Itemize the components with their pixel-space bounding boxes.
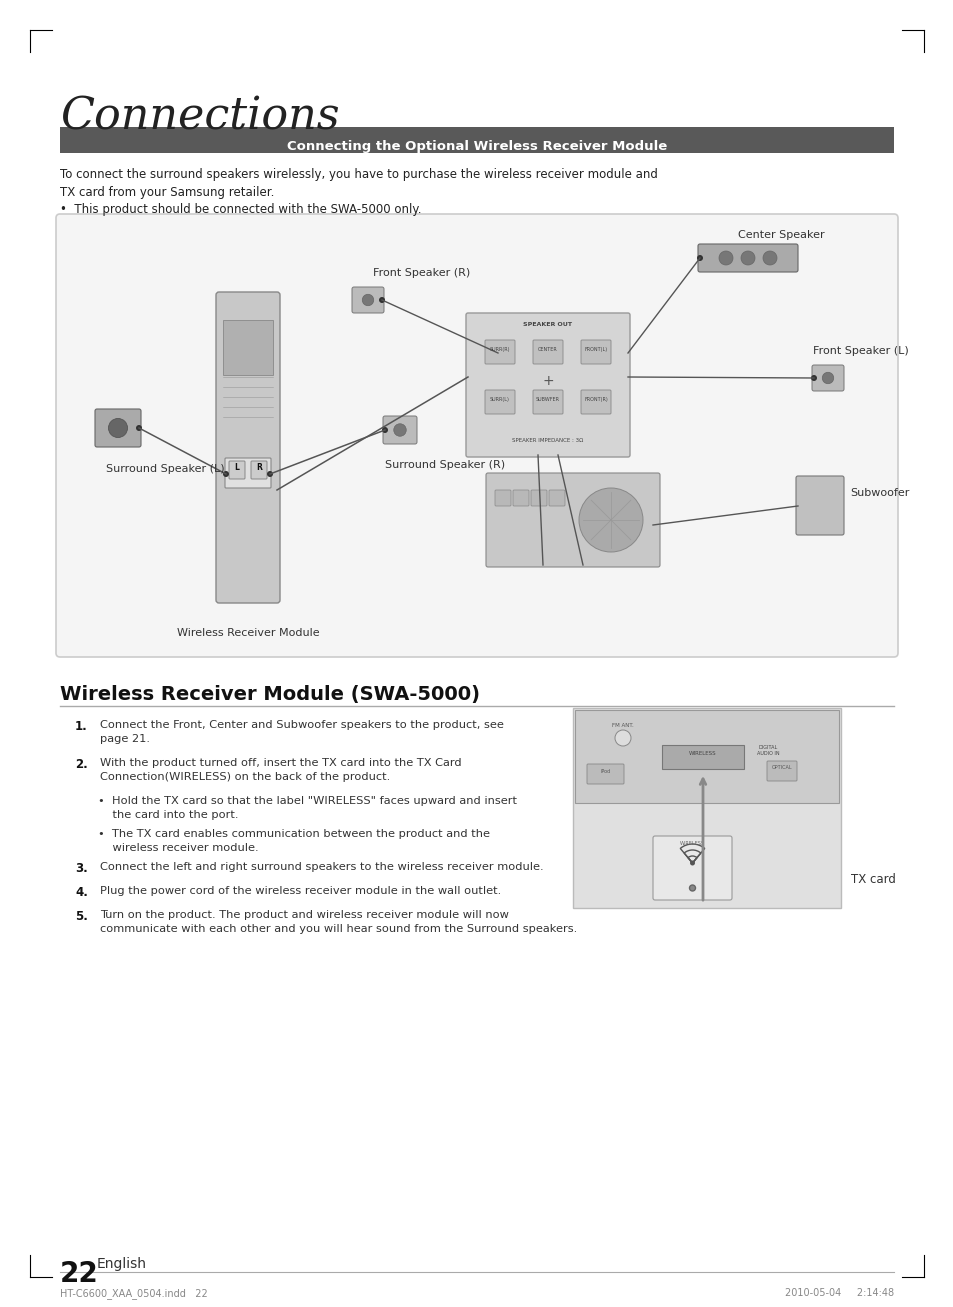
FancyBboxPatch shape <box>698 244 797 272</box>
Text: 2.: 2. <box>75 758 88 771</box>
FancyBboxPatch shape <box>225 457 271 488</box>
Circle shape <box>109 418 128 438</box>
Circle shape <box>362 294 374 306</box>
FancyBboxPatch shape <box>495 490 511 506</box>
Circle shape <box>762 251 776 265</box>
FancyBboxPatch shape <box>513 490 529 506</box>
Circle shape <box>578 488 642 552</box>
Text: DIGITAL
AUDIO IN: DIGITAL AUDIO IN <box>756 745 779 755</box>
Text: +: + <box>541 374 554 388</box>
Text: SPEAKER IMPEDANCE : 3Ω: SPEAKER IMPEDANCE : 3Ω <box>512 438 583 443</box>
Text: •  Hold the TX card so that the label "WIRELESS" faces upward and insert
    the: • Hold the TX card so that the label "WI… <box>98 796 517 821</box>
Circle shape <box>378 297 385 303</box>
Text: Connect the left and right surround speakers to the wireless receiver module.: Connect the left and right surround spea… <box>100 863 543 872</box>
Text: Front Speaker (R): Front Speaker (R) <box>373 268 470 278</box>
FancyBboxPatch shape <box>580 340 610 365</box>
FancyBboxPatch shape <box>485 473 659 567</box>
Text: SURR(R): SURR(R) <box>489 346 510 352</box>
FancyBboxPatch shape <box>533 340 562 365</box>
FancyBboxPatch shape <box>60 127 893 153</box>
FancyBboxPatch shape <box>56 214 897 657</box>
Text: FRONT(R): FRONT(R) <box>583 397 607 403</box>
Circle shape <box>394 423 406 437</box>
FancyBboxPatch shape <box>95 409 141 447</box>
Text: Connect the Front, Center and Subwoofer speakers to the product, see
page 21.: Connect the Front, Center and Subwoofer … <box>100 720 503 745</box>
Text: English: English <box>97 1257 147 1270</box>
FancyBboxPatch shape <box>811 365 843 391</box>
Text: FM ANT.: FM ANT. <box>612 723 633 728</box>
Text: 5.: 5. <box>75 910 88 923</box>
FancyBboxPatch shape <box>484 389 515 414</box>
Text: OPTICAL: OPTICAL <box>771 765 792 770</box>
Text: WIRELESS: WIRELESS <box>688 752 716 755</box>
Circle shape <box>689 860 695 865</box>
FancyBboxPatch shape <box>382 416 416 444</box>
Circle shape <box>740 251 754 265</box>
FancyBboxPatch shape <box>484 340 515 365</box>
FancyBboxPatch shape <box>573 708 841 908</box>
Text: WIRELESS: WIRELESS <box>679 840 704 846</box>
FancyBboxPatch shape <box>229 461 245 478</box>
Text: R: R <box>255 463 262 472</box>
Text: Turn on the product. The product and wireless receiver module will now
communica: Turn on the product. The product and wir… <box>100 910 577 935</box>
FancyBboxPatch shape <box>652 836 731 901</box>
Circle shape <box>689 885 695 891</box>
Text: SURR(L): SURR(L) <box>490 397 510 403</box>
FancyBboxPatch shape <box>661 745 743 769</box>
Text: •  The TX card enables communication between the product and the
    wireless re: • The TX card enables communication betw… <box>98 829 490 853</box>
Text: Surround Speaker (L): Surround Speaker (L) <box>106 464 224 474</box>
Circle shape <box>381 427 388 433</box>
Text: Connections: Connections <box>60 95 339 139</box>
Text: TX card: TX card <box>850 873 895 886</box>
Text: SUBWFER: SUBWFER <box>536 397 559 403</box>
Text: 2010-05-04     2:14:48: 2010-05-04 2:14:48 <box>784 1287 893 1298</box>
Circle shape <box>821 372 833 384</box>
Text: 1.: 1. <box>75 720 88 733</box>
Circle shape <box>223 471 229 477</box>
Text: 4.: 4. <box>75 886 88 899</box>
Text: 3.: 3. <box>75 863 88 874</box>
FancyBboxPatch shape <box>465 312 629 457</box>
Circle shape <box>267 471 273 477</box>
Circle shape <box>615 731 630 746</box>
Text: •  This product should be connected with the SWA-5000 only.: • This product should be connected with … <box>60 203 421 216</box>
Text: Plug the power cord of the wireless receiver module in the wall outlet.: Plug the power cord of the wireless rece… <box>100 886 500 897</box>
Text: iPod: iPod <box>600 769 611 774</box>
Text: HT-C6600_XAA_0504.indd   22: HT-C6600_XAA_0504.indd 22 <box>60 1287 208 1299</box>
Circle shape <box>810 375 816 382</box>
Bar <box>575 710 838 802</box>
Text: CENTER: CENTER <box>537 346 558 352</box>
FancyBboxPatch shape <box>223 320 273 375</box>
FancyBboxPatch shape <box>766 761 796 782</box>
FancyBboxPatch shape <box>580 389 610 414</box>
Text: Wireless Receiver Module (SWA-5000): Wireless Receiver Module (SWA-5000) <box>60 685 479 704</box>
FancyBboxPatch shape <box>215 291 280 603</box>
FancyBboxPatch shape <box>531 490 546 506</box>
Text: With the product turned off, insert the TX card into the TX Card
Connection(WIRE: With the product turned off, insert the … <box>100 758 461 783</box>
Circle shape <box>719 251 732 265</box>
Text: FRONT(L): FRONT(L) <box>584 346 607 352</box>
Text: Connecting the Optional Wireless Receiver Module: Connecting the Optional Wireless Receive… <box>287 140 666 153</box>
Text: 22: 22 <box>60 1260 99 1287</box>
Text: Center Speaker: Center Speaker <box>738 230 823 240</box>
Text: To connect the surround speakers wirelessly, you have to purchase the wireless r: To connect the surround speakers wireles… <box>60 169 658 199</box>
FancyBboxPatch shape <box>533 389 562 414</box>
Text: SPEAKER OUT: SPEAKER OUT <box>523 322 572 327</box>
Text: L: L <box>234 463 239 472</box>
Text: Wireless Receiver Module: Wireless Receiver Module <box>176 627 319 638</box>
FancyBboxPatch shape <box>548 490 564 506</box>
FancyBboxPatch shape <box>795 476 843 535</box>
Circle shape <box>136 425 142 431</box>
Circle shape <box>697 255 702 261</box>
Text: Subwoofer: Subwoofer <box>849 488 908 498</box>
FancyBboxPatch shape <box>352 288 384 312</box>
Text: Front Speaker (L): Front Speaker (L) <box>812 346 908 356</box>
FancyBboxPatch shape <box>586 765 623 784</box>
Text: Surround Speaker (R): Surround Speaker (R) <box>385 460 504 471</box>
FancyBboxPatch shape <box>251 461 267 478</box>
